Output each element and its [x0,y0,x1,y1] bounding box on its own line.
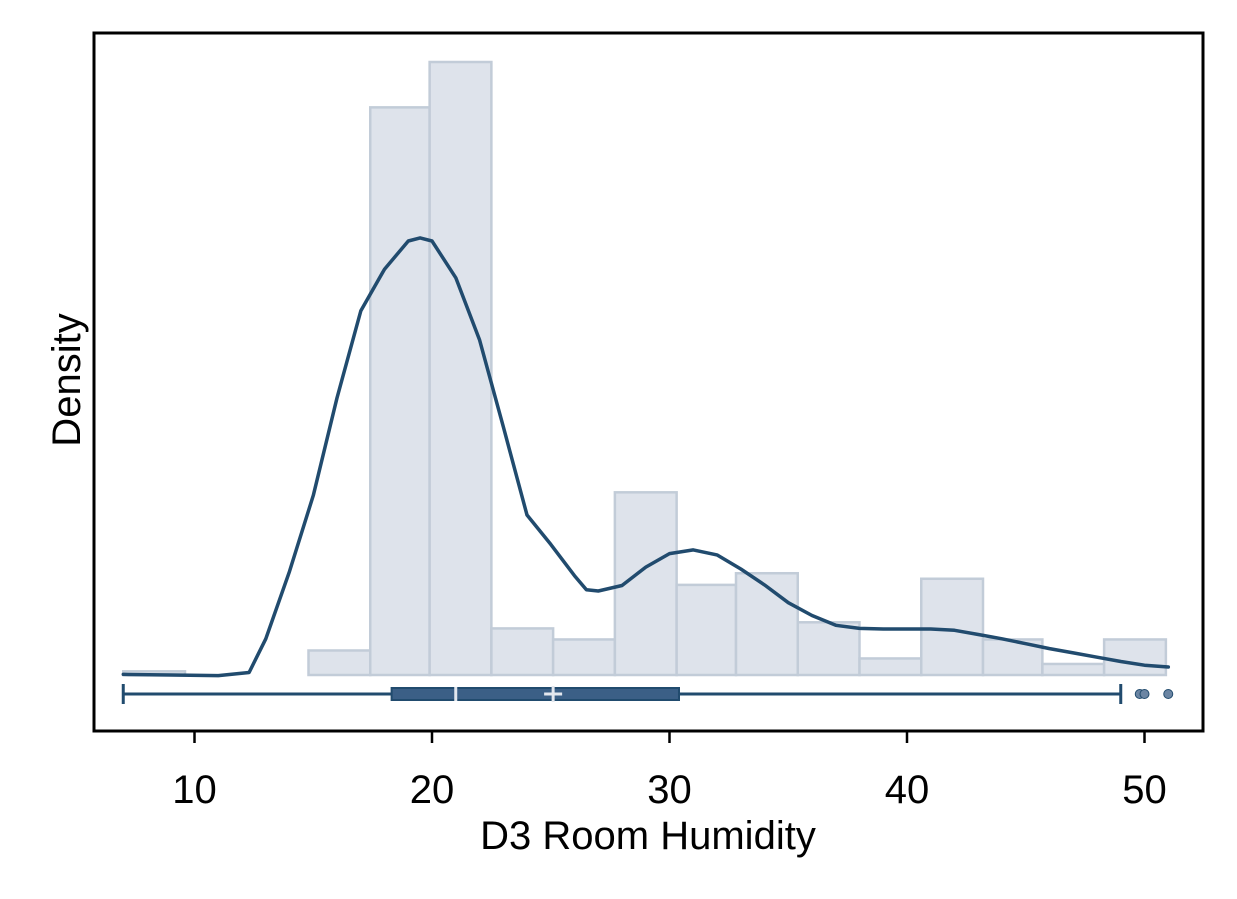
x-tick-label: 40 [885,768,930,812]
histogram-bar [858,657,923,677]
density-curve-layer [121,236,1171,678]
y-axis-title: Density [45,313,89,446]
x-tick-label: 50 [1122,768,1167,812]
density-curve [121,236,1171,678]
histogram-bar [490,627,555,677]
histogram-bar [1102,638,1168,677]
histogram-bar [307,649,372,677]
plot-area-frame [92,31,1205,733]
boxplot-layer [121,684,1174,704]
x-axis-title: D3 Room Humidity [480,814,816,858]
histogram-bar [675,583,738,677]
histogram-bar [920,577,985,677]
x-tick-label: 30 [647,768,692,812]
histogram-bar [551,638,617,677]
boxplot-box [390,687,680,701]
histogram-bar [1041,662,1106,677]
histogram-bar [796,621,861,677]
boxplot-mean-marker [544,686,563,702]
histogram-bar [369,106,431,677]
histogram-bar [734,571,799,677]
boxplot-outlier [1163,689,1174,699]
x-tick-label: 10 [172,768,217,812]
histogram-bar [428,60,493,677]
x-tick-label: 20 [410,768,455,812]
x-axis: 10 20 30 40 50 [172,731,1167,812]
histogram-bars [122,60,1168,677]
boxplot-outlier [1139,689,1150,699]
